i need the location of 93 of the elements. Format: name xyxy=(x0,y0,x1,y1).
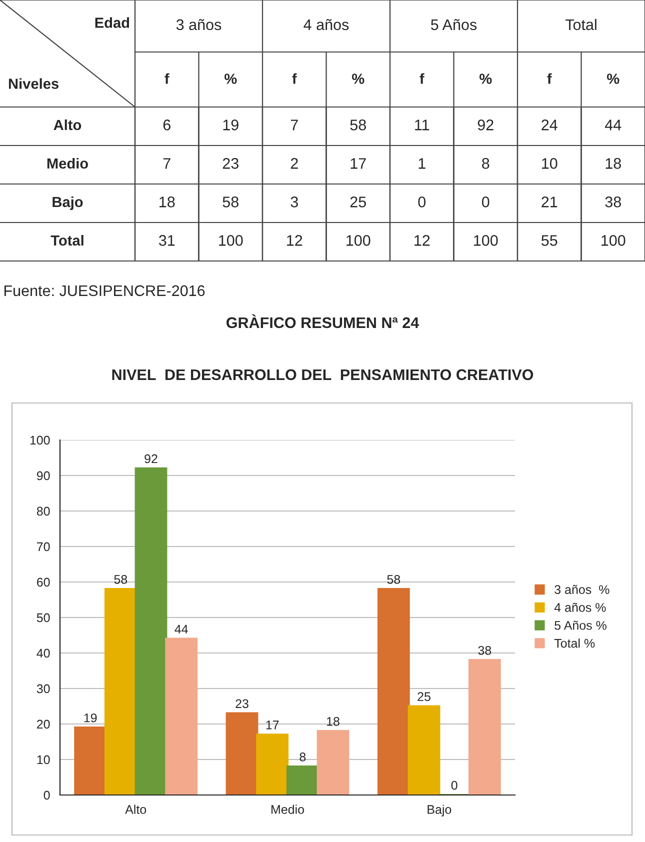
data-label: 0 xyxy=(482,196,490,208)
y-tick-label: 10 xyxy=(37,755,50,764)
x-tick-label: % xyxy=(224,74,237,84)
data-label: 92 xyxy=(478,120,494,130)
bar xyxy=(134,467,168,795)
data-label: 92 xyxy=(144,454,158,464)
y-tick-label: 30 xyxy=(36,684,50,694)
data-label: 7 xyxy=(290,120,298,130)
text: 4 años xyxy=(304,18,349,30)
x-tick-label: f xyxy=(164,73,170,84)
x-tick-label: f xyxy=(420,73,424,84)
chart-subtitle: NIVEL DE DESARROLLO DEL PENSAMIENTO CREATIVO xyxy=(112,369,534,380)
legend-label: 5 Años % xyxy=(554,620,606,630)
text: Niveles xyxy=(8,78,58,89)
bar xyxy=(256,734,289,795)
text: Edad xyxy=(95,17,130,28)
text: 5 Años xyxy=(431,18,477,30)
x-tick-label: Bajo xyxy=(428,804,452,816)
legend-label: 4 años % xyxy=(554,602,606,612)
data-label: 1 xyxy=(418,158,426,169)
x-tick-label: Alto xyxy=(125,804,146,814)
y-tick-label: 100 xyxy=(30,436,50,445)
y-tick-label: Total xyxy=(50,234,84,246)
data-label: 23 xyxy=(222,158,238,169)
data-label: 12 xyxy=(287,235,302,246)
data-label: 17 xyxy=(350,158,366,169)
bar xyxy=(226,712,258,795)
data-label: 100 xyxy=(602,235,626,246)
data-label: 0 xyxy=(418,196,426,208)
data-label: 17 xyxy=(266,720,279,730)
data-label: 100 xyxy=(474,235,498,246)
y-tick-label: 80 xyxy=(36,506,50,516)
data-label: 2 xyxy=(290,158,298,169)
x-tick-label: % xyxy=(352,74,364,84)
data-label: 21 xyxy=(542,196,558,208)
y-tick-label: 40 xyxy=(36,648,50,658)
y-tick-label: Alto xyxy=(54,119,82,130)
legend-label: Total % xyxy=(554,638,595,648)
data-label: 38 xyxy=(478,646,492,655)
data-label: 18 xyxy=(160,196,175,208)
data-label: 6 xyxy=(163,120,170,130)
bar xyxy=(316,730,350,795)
data-label: 25 xyxy=(350,196,366,208)
chart-title: GRÀFICO RESUMEN Nª 24 xyxy=(226,314,420,328)
y-tick-label: 50 xyxy=(36,613,50,622)
data-label: 12 xyxy=(414,235,430,246)
data-label: 25 xyxy=(418,692,430,701)
data-label: 3 xyxy=(290,196,298,208)
text: 3 años xyxy=(176,18,222,30)
data-label: 100 xyxy=(346,235,370,246)
data-label: 8 xyxy=(300,752,306,762)
data-label: 11 xyxy=(415,120,430,130)
data-label: 19 xyxy=(84,713,97,722)
y-tick-label: 0 xyxy=(44,790,50,800)
data-label: 18 xyxy=(327,717,340,726)
data-label: 19 xyxy=(223,120,238,130)
data-label: 8 xyxy=(482,158,490,169)
bar xyxy=(104,588,137,795)
x-tick-label: % xyxy=(480,74,492,84)
data-label: 0 xyxy=(451,780,458,790)
data-label: 7 xyxy=(163,158,170,169)
data-label: 31 xyxy=(158,235,175,246)
y-tick-label: 20 xyxy=(37,720,50,729)
data-label: 38 xyxy=(605,196,621,208)
y-tick-label: 90 xyxy=(36,471,50,480)
legend-label: 3 años % xyxy=(554,584,610,594)
data-label: 44 xyxy=(604,120,622,130)
text: Total xyxy=(565,18,596,30)
bar xyxy=(377,588,410,795)
y-tick-label: Medio xyxy=(47,158,88,169)
bar xyxy=(408,705,440,795)
x-tick-label: Medio xyxy=(272,804,304,814)
y-tick-label: 60 xyxy=(37,578,50,587)
data-label: 58 xyxy=(222,196,238,208)
bar xyxy=(286,766,319,795)
data-label: 58 xyxy=(350,120,366,130)
data-label: 55 xyxy=(541,235,558,246)
y-tick-label: 70 xyxy=(37,542,50,552)
data-label: 100 xyxy=(219,235,243,246)
data-label: 18 xyxy=(606,158,621,169)
bar xyxy=(468,659,501,795)
source-note: Fuente: JUESIPENCRE-2016 xyxy=(4,285,205,296)
x-tick-label: f xyxy=(547,73,552,84)
x-tick-label: % xyxy=(607,74,620,84)
y-tick-label: Bajo xyxy=(52,196,83,210)
data-label: 23 xyxy=(236,699,248,708)
x-tick-label: f xyxy=(292,73,297,84)
data-label: 10 xyxy=(542,158,558,169)
data-label: 58 xyxy=(387,575,400,584)
data-label: 44 xyxy=(174,624,188,634)
bar xyxy=(165,638,198,795)
data-label: 24 xyxy=(542,120,558,130)
data-label: 58 xyxy=(114,575,128,584)
